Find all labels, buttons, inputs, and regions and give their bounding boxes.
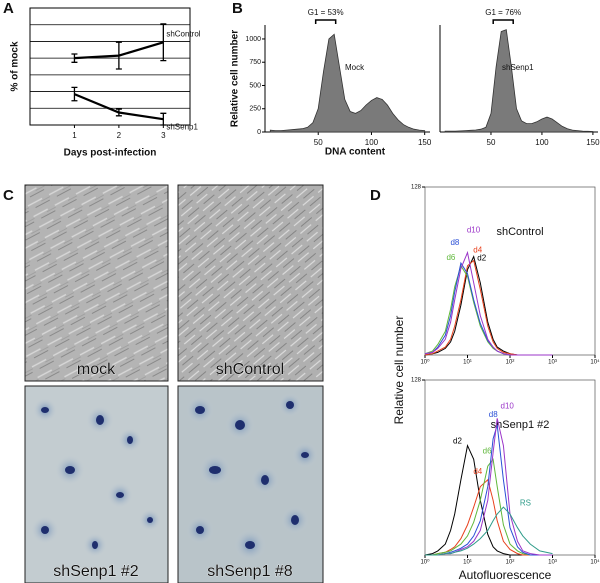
y-tick-label: 500 — [249, 82, 261, 89]
chart-title: shControl — [496, 226, 543, 238]
annotation: Mock — [345, 63, 365, 72]
y-axis-label: % of mock — [10, 41, 21, 91]
x-axis-label: Days post-infection — [64, 148, 157, 159]
x-tick-label: 50 — [314, 138, 323, 147]
micrograph-label: shControl — [216, 361, 284, 378]
annotation: shSenp1 — [502, 63, 534, 72]
chart-title: shSenp1 #2 — [491, 419, 550, 431]
x-tick-label: 10⁴ — [590, 559, 600, 566]
x-axis-label: DNA content — [325, 147, 386, 158]
x-tick-label: 150 — [418, 138, 432, 147]
annotation: G1 = 76% — [485, 8, 521, 17]
series-label: d8 — [450, 238, 459, 247]
micrograph — [177, 184, 324, 382]
y-tick-label: 0 — [257, 129, 261, 136]
error-bar — [115, 108, 122, 117]
error-bar — [71, 53, 78, 63]
series-label: d4 — [473, 467, 482, 476]
chart: 50 100 150 G1 = 76% shSenp1 — [439, 8, 600, 147]
micrograph — [24, 184, 169, 382]
series-line — [425, 418, 553, 556]
series-line — [425, 506, 553, 556]
x-tick-label: 10⁰ — [420, 559, 430, 566]
x-tick-label: 100 — [365, 138, 379, 147]
series-label: shSenp1 — [166, 122, 198, 131]
x-tick-label: 100 — [535, 138, 549, 147]
error-bar — [160, 112, 167, 126]
g1-bracket — [492, 19, 514, 24]
x-axis-label: Autofluorescence — [459, 568, 552, 582]
error-bar — [115, 41, 122, 70]
chart: 1 2 3 Days post-infection % of mock shControl… — [10, 7, 201, 159]
x-tick-label: 50 — [487, 138, 496, 147]
series-label: d6 — [446, 253, 455, 262]
g1-bracket — [314, 19, 337, 24]
annotation: G1 = 53% — [308, 8, 344, 17]
series-label: d10 — [501, 401, 515, 410]
error-bar — [160, 23, 167, 62]
cell-nuclei — [41, 401, 309, 549]
histogram-area — [444, 29, 594, 133]
panel-letter: A — [3, 0, 14, 17]
plot-frame — [424, 186, 596, 356]
series-label: d2 — [477, 254, 486, 263]
micrographs: mock shControl shSenp1 #2 shSenp1 #8 — [24, 184, 324, 583]
histogram-area — [269, 33, 426, 133]
x-tick-label: 150 — [586, 138, 600, 147]
series-label: RS — [520, 498, 531, 507]
series-line — [424, 443, 553, 556]
x-tick-label: 10¹ — [463, 560, 472, 566]
y-axis-label: Relative cell number — [392, 316, 406, 425]
panel-letter: C — [3, 187, 14, 204]
panel-letter: B — [232, 0, 243, 17]
y-axis-label: Relative cell number — [230, 30, 241, 127]
x-tick-label: 10⁰ — [420, 359, 430, 366]
x-tick-label: 3 — [161, 131, 166, 140]
x-tick-label: 2 — [117, 131, 122, 140]
error-bar — [71, 86, 78, 102]
x-tick-label: 10² — [506, 560, 515, 566]
series-label: d8 — [489, 410, 498, 419]
cell-halos — [31, 393, 318, 561]
series-label: d10 — [467, 226, 481, 235]
chart: 0 250 500 750 1000 50 100 150 Relative cell numb… — [230, 8, 432, 147]
micrograph-label: mock — [77, 361, 116, 378]
series-label: d6 — [483, 446, 492, 455]
x-tick-label: 1 — [72, 131, 77, 140]
series-line — [424, 250, 553, 356]
x-tick-label: 10¹ — [463, 360, 472, 366]
x-tick-label: 10⁴ — [590, 359, 600, 366]
y-tick-label: 250 — [249, 106, 261, 113]
x-tick-label: 10² — [506, 360, 515, 366]
series-label: shControl — [166, 29, 200, 38]
panel-letter: D — [370, 187, 381, 204]
x-tick-label: 10³ — [548, 560, 557, 566]
y-tick-label: 750 — [249, 59, 261, 66]
y-tick-label: 128 — [411, 185, 422, 191]
x-tick-label: 10³ — [548, 360, 557, 366]
y-tick-label: 1000 — [245, 36, 261, 43]
series-line — [425, 458, 553, 556]
series-label: d4 — [473, 246, 482, 255]
micrograph-label: shSenp1 #8 — [207, 563, 293, 580]
plot-frame — [29, 7, 191, 126]
y-tick-label: 128 — [411, 378, 422, 384]
series-label: d2 — [453, 437, 462, 446]
micrograph-label: shSenp1 #2 — [53, 563, 139, 580]
